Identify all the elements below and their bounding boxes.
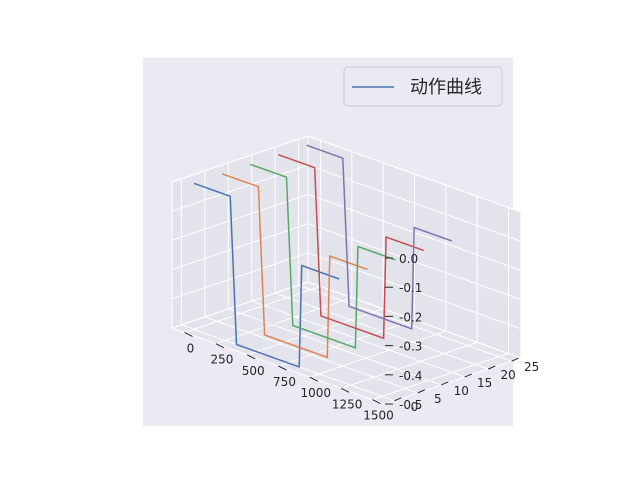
x-tick-mark [278,365,287,371]
x-tick-label: 1250 [332,397,363,411]
x-tick-mark [372,399,381,404]
grid-line-z-wall [171,252,309,300]
grid-line-z-wall [171,193,309,241]
x-tick-mark [184,332,193,337]
z-tick-label: -0.2 [399,310,422,324]
x-tick-label: 750 [273,375,296,389]
grid-line-z-wall [171,164,309,212]
x-tick-label: 0 [187,342,195,356]
z-tick-label: -0.4 [399,369,422,383]
y-tick-label: 5 [434,392,442,406]
y-tick-label: 15 [477,376,492,390]
y-tick-mark [487,365,496,370]
x-tick-mark [340,387,350,393]
y-tick-mark [511,357,519,362]
legend-frame [343,66,503,107]
series-line-3 [249,163,396,349]
grid-line-z-back [307,281,522,359]
x-tick-label: 250 [210,353,233,367]
x-tick-mark [246,354,256,360]
series-line-4 [278,153,424,340]
y-tick-label: 10 [454,384,469,398]
z-tick-label: 0.0 [399,252,418,266]
grid-line-z-wall [171,223,309,271]
y-tick-mark [464,373,472,378]
z-tick-label: -0.3 [399,340,422,354]
legend-label: 动作曲线 [410,77,482,98]
grid-line-z-back [307,252,522,330]
series-line-5 [306,144,453,330]
y-tick-label: 0 [411,400,419,414]
y-tick-label: 20 [501,368,516,382]
grid-line-y-floor [298,284,512,362]
z-tick-label: -0.5 [399,398,422,412]
y-tick-mark [394,397,402,402]
series-line-1 [193,182,340,368]
grid-line-x-floor [278,319,415,367]
grid-line-y-floor [275,292,489,370]
z-tick-label: -0.1 [399,281,422,295]
grid-line-y-floor [204,316,418,394]
x-tick-label: 1000 [301,386,332,400]
grid-line-z-wall [171,135,309,183]
grid-line-x-floor [184,285,321,333]
grid-line-z-wall [171,281,309,329]
grid-line-x-floor [309,330,446,378]
series-lines [193,144,453,368]
x-tick-label: 1500 [363,409,394,423]
x-tick-label: 500 [242,364,265,378]
grid-line-z-back [307,223,522,301]
grid-line-y-floor [251,300,465,378]
legend: 动作曲线 [343,66,503,107]
y-tick-mark [441,381,449,386]
series-line-2 [221,173,368,359]
grid-line-z-back [307,135,522,213]
grid-line-x-floor [247,308,384,356]
grid-line-x-floor [372,353,509,401]
x-tick-mark [215,343,225,349]
y-tick-mark [417,389,426,394]
grid-line-x-floor [340,341,478,389]
y-tick-label: 25 [524,360,539,374]
x-tick-mark [309,376,319,382]
